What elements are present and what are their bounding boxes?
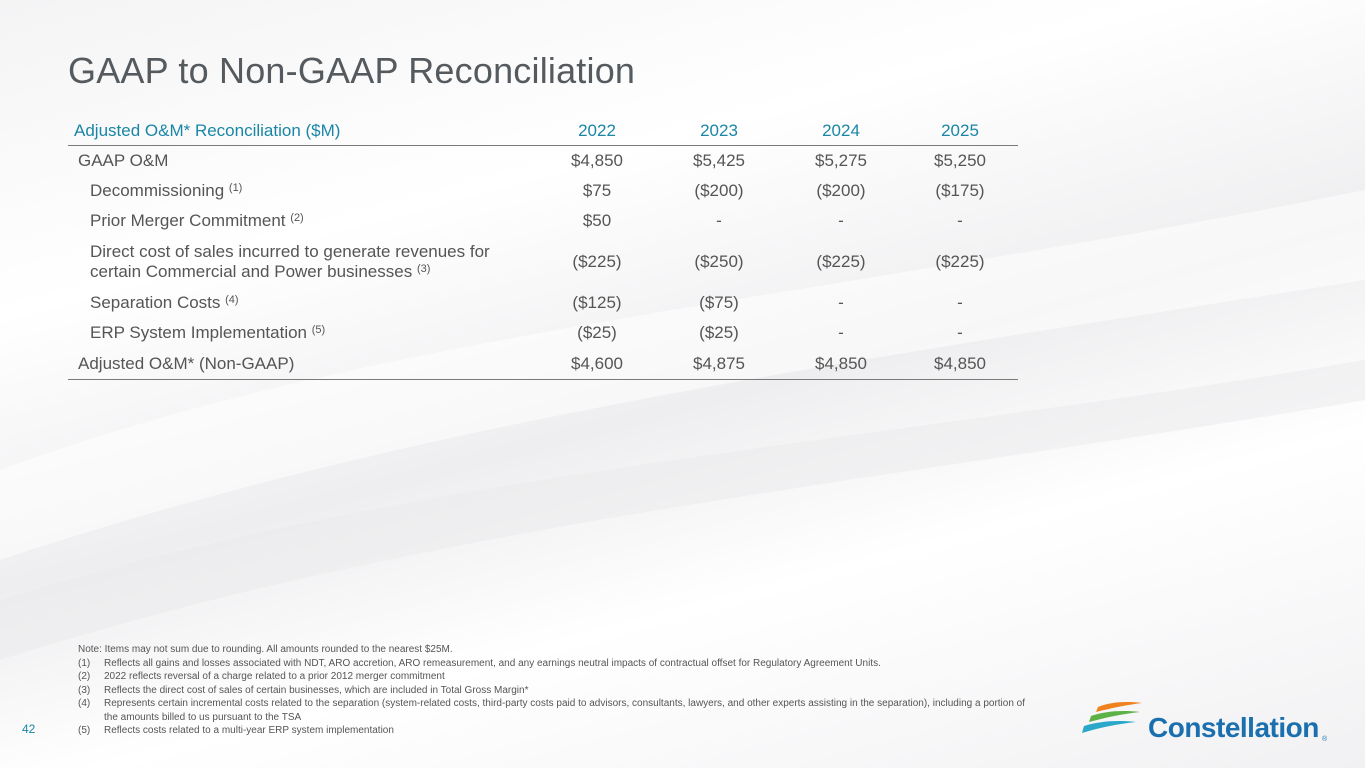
cell-value: ($250) <box>694 252 744 271</box>
year-header-2022: 2022 <box>536 116 658 146</box>
cell-value: ($125) <box>572 293 622 312</box>
footnote-number: (1) <box>78 657 91 669</box>
cell-value: ($200) <box>694 181 744 200</box>
cell-value: $4,875 <box>658 348 780 380</box>
page-number: 42 <box>22 722 36 736</box>
registered-mark: ® <box>1322 736 1328 743</box>
row-label: Decommissioning <box>90 181 225 200</box>
cell-value: ($225) <box>935 252 985 271</box>
reconciliation-table: Adjusted O&M* Reconciliation ($M) 2022 2… <box>68 116 1018 380</box>
cell-value: - <box>838 323 844 342</box>
footnote-5: (5) Reflects costs related to a multi-ye… <box>78 724 1028 738</box>
year-header-2023: 2023 <box>658 116 780 146</box>
footnote-4: (4) Represents certain incremental costs… <box>78 697 1028 724</box>
footnote-3: (3) Reflects the direct cost of sales of… <box>78 684 1028 698</box>
year-header-2024: 2024 <box>780 116 902 146</box>
table-row-gaap-om: GAAP O&M $4,850 $5,425 $5,275 $5,250 <box>68 146 1018 177</box>
row-label-cell: Direct cost of sales incurred to generat… <box>68 236 536 288</box>
cell-value: ($200) <box>816 181 866 200</box>
constellation-swoosh-icon <box>1082 702 1142 733</box>
row-label: Adjusted O&M* (Non-GAAP) <box>68 348 536 380</box>
cell-value: $4,600 <box>536 348 658 380</box>
cell-value: $4,850 <box>902 348 1018 380</box>
table-row-adjusted-om: Adjusted O&M* (Non-GAAP) $4,600 $4,875 $… <box>68 348 1018 380</box>
cell-value: $4,850 <box>780 348 902 380</box>
note-intro: Note: Items may not sum due to rounding.… <box>78 644 453 655</box>
cell-value: ($75) <box>699 293 739 312</box>
cell-value: $50 <box>582 211 612 230</box>
cell-value: - <box>957 293 963 312</box>
row-label: ERP System Implementation <box>90 323 307 342</box>
cell-value: ($225) <box>816 252 866 271</box>
footnote-number: (5) <box>78 725 91 736</box>
footnote-text: Reflects costs related to a multi-year E… <box>104 725 394 736</box>
cell-value: $5,275 <box>815 151 867 170</box>
footnote-number: (4) <box>78 698 91 709</box>
cell-value: $75 <box>582 181 612 200</box>
cell-value: - <box>957 323 963 342</box>
cell-value: ($175) <box>935 181 985 200</box>
footnote-ref: (3) <box>416 263 431 275</box>
row-label-cell: ERP System Implementation (5) <box>68 318 536 348</box>
footnote-text: Reflects the direct cost of sales of cer… <box>104 684 529 696</box>
cell-value: ($225) <box>572 252 622 271</box>
table-row-direct-cost: Direct cost of sales incurred to generat… <box>68 236 1018 288</box>
page-title: GAAP to Non-GAAP Reconciliation <box>68 50 636 91</box>
row-label: Prior Merger Commitment <box>90 211 286 230</box>
footnote-2: (2) 2022 reflects reversal of a charge r… <box>78 670 1028 684</box>
row-label-line1: Direct cost of sales incurred to generat… <box>90 242 490 261</box>
table-header-label: Adjusted O&M* Reconciliation ($M) <box>68 116 536 146</box>
table-row-prior-merger: Prior Merger Commitment (2) $50 - - - <box>68 206 1018 236</box>
row-label: GAAP O&M <box>78 151 169 170</box>
cell-value: - <box>838 211 844 230</box>
footnote-ref: (1) <box>228 182 243 194</box>
footnote-number: (2) <box>78 671 91 682</box>
table-row-erp: ERP System Implementation (5) ($25) ($25… <box>68 318 1018 348</box>
logo-wordmark: Constellation <box>1148 712 1319 743</box>
footnote-text: 2022 reflects reversal of a charge relat… <box>104 671 445 682</box>
cell-value: - <box>957 211 963 230</box>
row-label-line2: certain Commercial and Power businesses <box>90 262 413 281</box>
table-row-separation-costs: Separation Costs (4) ($125) ($75) - - <box>68 288 1018 318</box>
footnote-text: Represents certain incremental costs rel… <box>104 698 1026 723</box>
cell-value: ($25) <box>577 323 617 342</box>
cell-value: - <box>716 211 722 230</box>
constellation-logo: Constellation ® <box>1080 700 1340 746</box>
footnote-ref: (2) <box>290 212 304 224</box>
row-label-cell: Decommissioning (1) <box>68 176 536 206</box>
cell-value: - <box>838 293 844 312</box>
footnote-ref: (5) <box>311 324 326 336</box>
footnote-ref: (4) <box>225 294 239 306</box>
row-label-cell: Separation Costs (4) <box>68 288 536 318</box>
table-row-decommissioning: Decommissioning (1) $75 ($200) ($200) ($… <box>68 176 1018 206</box>
cell-value: $5,425 <box>693 151 745 170</box>
footnote-number: (3) <box>78 684 91 696</box>
row-label: Separation Costs <box>90 293 221 312</box>
cell-value: ($25) <box>699 323 739 342</box>
footnote-1: (1) Reflects all gains and losses associ… <box>78 657 1028 671</box>
year-header-2025: 2025 <box>902 116 1018 146</box>
row-label-cell: Prior Merger Commitment (2) <box>68 206 536 236</box>
cell-value: $5,250 <box>934 151 986 170</box>
table-header-row: Adjusted O&M* Reconciliation ($M) 2022 2… <box>68 116 1018 146</box>
footnotes: Note: Items may not sum due to rounding.… <box>78 643 1028 738</box>
cell-value: $4,850 <box>571 151 623 170</box>
footnote-text: Reflects all gains and losses associated… <box>104 657 881 669</box>
